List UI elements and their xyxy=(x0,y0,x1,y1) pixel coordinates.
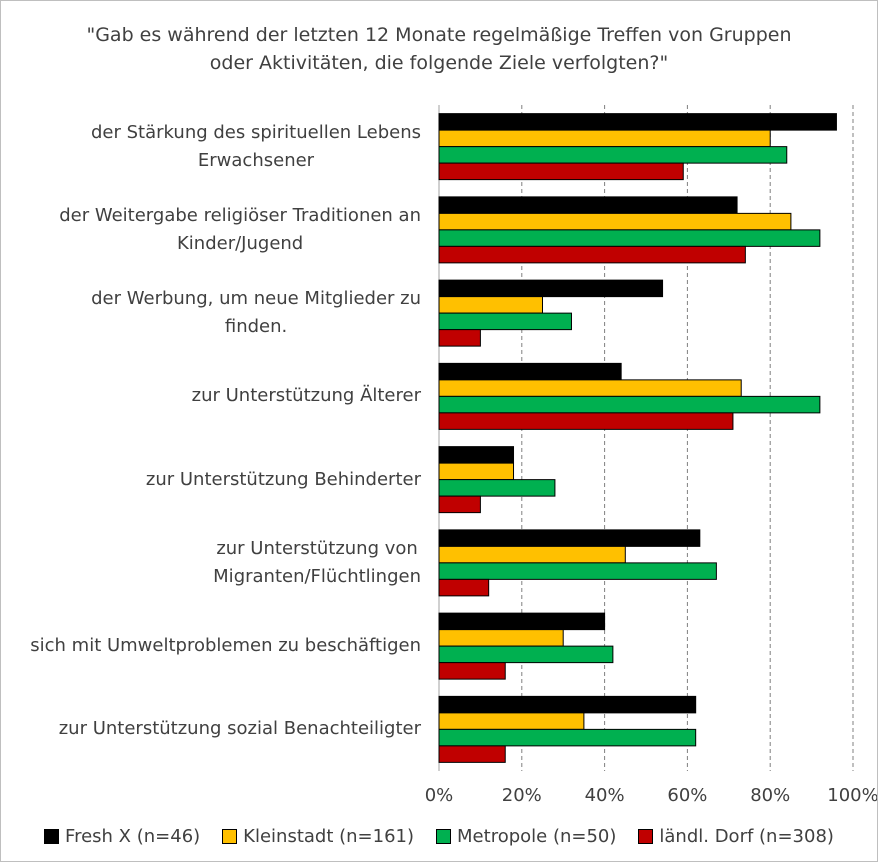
bar xyxy=(438,562,717,580)
category-label: der Werbung, um neue Mitglieder zu finde… xyxy=(1,272,421,355)
category-label: zur Unterstützung sozial Benachteiligter xyxy=(1,688,421,771)
legend-item: ländl. Dorf (n=308) xyxy=(638,826,834,847)
bar xyxy=(438,495,481,514)
category-text: zur Unterstützung sozial Benachteiligter xyxy=(58,718,421,740)
x-tick-label: 80% xyxy=(750,785,790,806)
bar xyxy=(438,446,515,464)
bar xyxy=(438,578,490,597)
bar xyxy=(438,728,697,747)
bar xyxy=(438,113,837,131)
category-label: der Weitergabe religiöser Traditionen an… xyxy=(1,188,421,271)
legend-swatch xyxy=(44,829,60,844)
category-text: sich mit Umweltproblemen zu beschäftigen xyxy=(30,635,421,657)
category-text: zur Unterstützung Älterer xyxy=(191,385,421,407)
bar xyxy=(438,695,697,714)
legend-label: ländl. Dorf (n=308) xyxy=(659,826,834,847)
legend-swatch xyxy=(436,829,452,844)
bar xyxy=(438,329,481,347)
category-text: zur Unterstützung Behinderter xyxy=(145,468,421,490)
category-text: zur Unterstützung von Migranten/Flüchtli… xyxy=(213,537,421,587)
bar xyxy=(438,545,626,564)
bar xyxy=(438,379,742,397)
bar xyxy=(438,162,684,181)
bar xyxy=(438,212,792,231)
bar xyxy=(438,245,746,264)
bar xyxy=(438,712,585,730)
legend: Fresh X (n=46) Kleinstadt (n=161) Metropol… xyxy=(1,826,877,847)
category-label: sich mit Umweltproblemen zu beschäftigen xyxy=(1,605,421,688)
x-tick-label: 20% xyxy=(502,785,542,806)
legend-swatch xyxy=(638,829,654,844)
legend-item: Kleinstadt (n=161) xyxy=(222,826,414,847)
bar xyxy=(438,479,556,497)
category-text: der Werbung, um neue Mitglieder zu finde… xyxy=(91,288,421,338)
bar xyxy=(438,612,606,631)
x-tick-label: 0% xyxy=(425,785,454,806)
bar xyxy=(438,529,701,547)
category-text: der Stärkung des spirituellen Lebens Erw… xyxy=(91,121,421,171)
bar xyxy=(438,412,734,430)
legend-item: Fresh X (n=46) xyxy=(44,826,200,847)
legend-item: Metropole (n=50) xyxy=(436,826,616,847)
category-label: zur Unterstützung Älterer xyxy=(1,355,421,438)
bar xyxy=(438,229,821,247)
x-tick-label: 40% xyxy=(585,785,625,806)
x-tick-label: 60% xyxy=(667,785,707,806)
bar xyxy=(438,662,506,680)
bar xyxy=(438,745,506,763)
legend-label: Kleinstadt (n=161) xyxy=(243,826,415,847)
category-label: zur Unterstützung von Migranten/Flüchtli… xyxy=(1,521,421,604)
bar xyxy=(438,395,821,414)
legend-swatch xyxy=(222,829,238,844)
bar xyxy=(438,196,738,214)
bar xyxy=(438,279,664,298)
x-tick-label: 100% xyxy=(827,785,877,806)
bar xyxy=(438,362,622,381)
category-label: der Stärkung des spirituellen Lebens Erw… xyxy=(1,105,421,188)
category-text: der Weitergabe religiöser Traditionen an… xyxy=(59,204,421,254)
legend-label: Fresh X (n=46) xyxy=(65,826,201,847)
category-label: zur Unterstützung Behinderter xyxy=(1,438,421,521)
bar xyxy=(438,129,771,148)
bar xyxy=(438,629,564,647)
bar xyxy=(438,462,515,481)
bar xyxy=(438,645,614,664)
bar xyxy=(438,296,543,314)
chart-title: "Gab es während der letzten 12 Monate re… xyxy=(86,24,792,74)
bar xyxy=(438,312,572,331)
legend-label: Metropole (n=50) xyxy=(457,826,617,847)
bar xyxy=(438,146,788,164)
